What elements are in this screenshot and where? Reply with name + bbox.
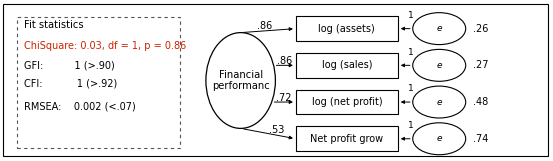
Text: log (assets): log (assets) [319,24,375,34]
Text: e: e [436,134,442,143]
Text: e: e [436,61,442,70]
Bar [296,16,398,41]
Text: .48: .48 [473,97,489,107]
Text: 1: 1 [408,11,414,20]
Bar [296,126,398,151]
Text: log (sales): log (sales) [322,60,372,70]
Text: Financial
performanc: Financial performanc [212,70,269,91]
Text: .74: .74 [473,134,489,144]
Text: .27: .27 [473,60,489,70]
Text: 1: 1 [408,121,414,130]
Ellipse shape [413,86,466,118]
Bar [296,90,398,114]
Text: log (net profit): log (net profit) [311,97,382,107]
Text: Fit statistics: Fit statistics [24,20,84,30]
Text: GFI:          1 (>.90): GFI: 1 (>.90) [24,60,114,70]
Ellipse shape [413,13,466,45]
Text: e: e [436,24,442,33]
Bar [296,53,398,78]
Text: ChiSquare: 0.03, df = 1, p = 0.86: ChiSquare: 0.03, df = 1, p = 0.86 [24,41,186,51]
Text: 1: 1 [408,47,414,57]
Ellipse shape [413,123,466,155]
Ellipse shape [206,33,275,128]
Text: .86: .86 [257,21,272,31]
Text: .53: .53 [269,125,284,135]
Text: .72: .72 [276,93,291,103]
Text: .26: .26 [473,24,489,34]
Text: RMSEA:    0.002 (<.07): RMSEA: 0.002 (<.07) [24,102,135,112]
Bar [17,17,180,147]
Text: .86: .86 [277,56,293,66]
Text: CFI:           1 (>.92): CFI: 1 (>.92) [24,79,117,89]
Ellipse shape [413,49,466,81]
Text: 1: 1 [408,84,414,93]
Text: e: e [436,98,442,107]
Text: Net profit grow: Net profit grow [310,134,383,144]
